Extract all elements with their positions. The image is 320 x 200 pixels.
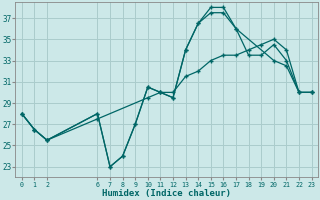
- X-axis label: Humidex (Indice chaleur): Humidex (Indice chaleur): [102, 189, 231, 198]
